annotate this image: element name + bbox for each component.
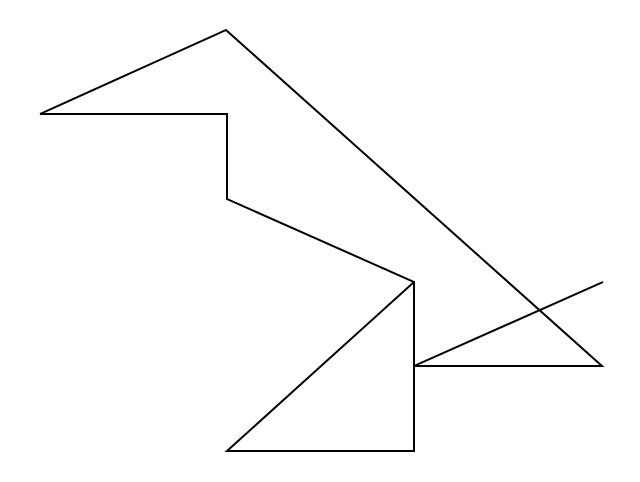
drawing-canvas [0,0,640,482]
